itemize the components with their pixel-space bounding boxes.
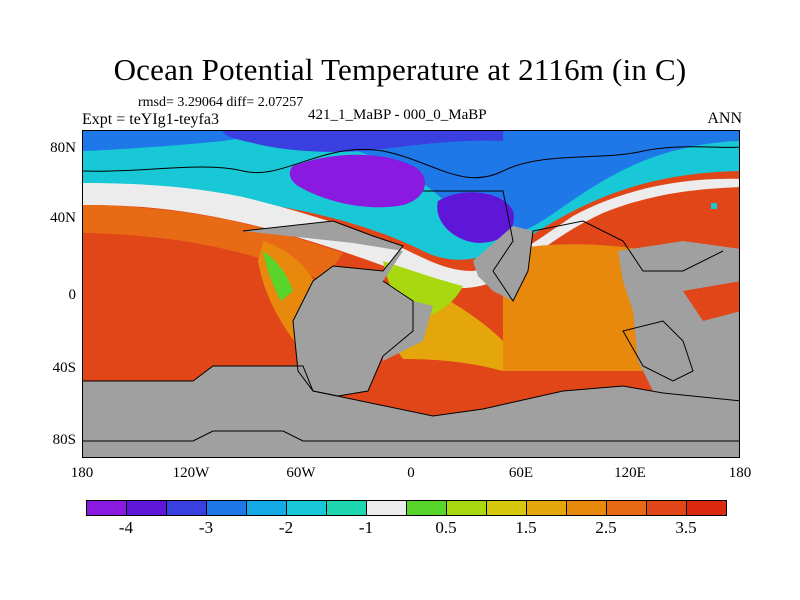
lon-label-180w: 180	[70, 465, 94, 481]
temperature-map	[82, 130, 740, 458]
experiment-ids: 421_1_MaBP - 000_0_MaBP	[308, 107, 487, 123]
cold-deep-2	[437, 192, 514, 243]
coastline-outline-2	[83, 365, 739, 417]
cold-core	[83, 131, 739, 234]
season-label: ANN	[707, 110, 742, 127]
lon-label-180e: 180	[728, 465, 752, 481]
coastline-outline-6	[83, 430, 739, 442]
indian-ocean	[503, 244, 653, 371]
colorbar-swatch	[446, 500, 487, 516]
colorbar-tick-label: 3.5	[675, 518, 697, 537]
colorbar-swatch	[646, 500, 687, 516]
colorbar-swatch	[366, 500, 407, 516]
colorbar-swatch	[406, 500, 447, 516]
colorbar-swatch	[566, 500, 607, 516]
colorbar-tick-label: 2.5	[595, 518, 617, 537]
colorbar-tick-label: 1.5	[515, 518, 537, 537]
lat-label-40n: 40N	[50, 210, 76, 226]
land-africa	[473, 226, 533, 301]
colorbar-tick-label: -2	[278, 518, 294, 537]
lon-label-60w: 60W	[286, 465, 316, 481]
lon-label-120e: 120E	[614, 465, 646, 481]
lat-label-0: 0	[68, 287, 77, 303]
temperature-map-svg	[83, 131, 739, 457]
zero-band	[83, 178, 739, 288]
coastline-outline-3	[242, 220, 414, 397]
cold-deep-1	[289, 154, 425, 208]
lon-label-60e: 60E	[508, 465, 534, 481]
lon-label-0: 0	[407, 465, 415, 481]
experiment-label: Expt = teYIg1-teyfa3	[82, 111, 219, 128]
coastline-outline-4	[423, 190, 724, 302]
coastline-outline-5	[622, 320, 694, 382]
colorbar-swatch	[526, 500, 567, 516]
colorbar-swatch	[686, 500, 727, 516]
cold-deep-3	[223, 131, 503, 152]
colorbar-swatch	[246, 500, 287, 516]
colorbar-tick-label: -4	[118, 518, 134, 537]
lat-label-80s: 80S	[52, 432, 76, 448]
colorbar-swatch	[166, 500, 207, 516]
colorbar-swatch	[86, 500, 127, 516]
colorbar	[86, 500, 727, 516]
colorbar-swatch	[286, 500, 327, 516]
lat-label-40s: 40S	[52, 360, 76, 376]
colorbar-swatch	[326, 500, 367, 516]
colorbar-tick-label: -3	[198, 518, 214, 537]
coastline-outline-1	[83, 146, 739, 179]
colorbar-swatch	[126, 500, 167, 516]
map-title: Ocean Potential Temperature at 2116m (in…	[113, 52, 687, 87]
colorbar-swatch	[486, 500, 527, 516]
rmsd-diff-stats: rmsd= 3.29064 diff= 2.07257	[138, 95, 304, 110]
pacific-green	[263, 251, 293, 301]
colorbar-swatch	[206, 500, 247, 516]
colorbar-tick-label: -1	[358, 518, 374, 537]
colorbar-tick-label: 0.5	[435, 518, 457, 537]
land-north-america	[243, 221, 413, 396]
colorbar-swatch	[606, 500, 647, 516]
lat-label-80n: 80N	[50, 140, 76, 156]
small-feature	[711, 203, 717, 209]
land-east-australia	[683, 281, 739, 321]
lon-label-120w: 120W	[172, 465, 210, 481]
